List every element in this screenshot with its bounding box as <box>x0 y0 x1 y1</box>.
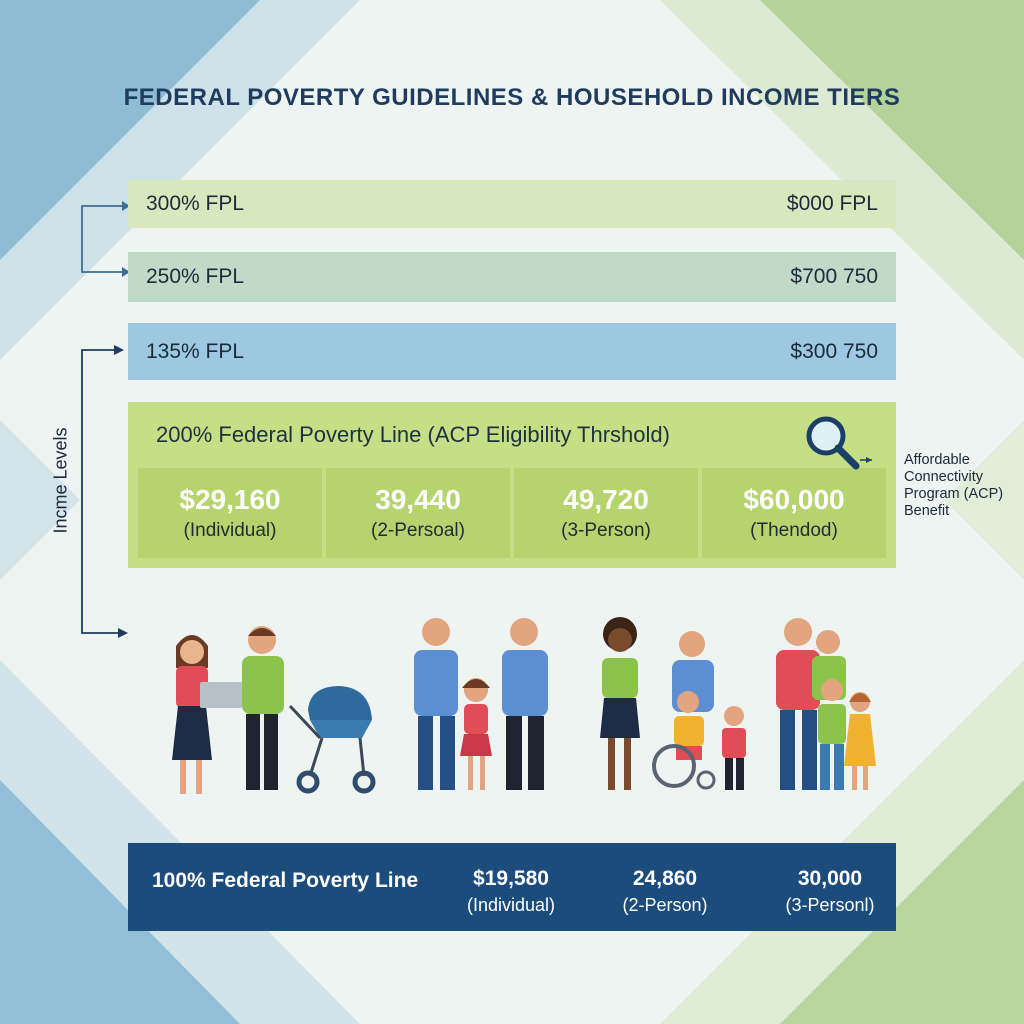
acp-amount: $60,000 <box>743 484 845 515</box>
tier-135-fpl: 135% FPL $300 750 <box>128 323 896 380</box>
fpl-100-cell-individual: $19,580 (Individual) <box>446 867 576 916</box>
families-illustration <box>172 617 876 794</box>
acp-amount: $29,160 <box>179 484 281 515</box>
fpl-100-amount: 30,000 <box>797 867 863 890</box>
fpl-100-cell-2-person: 24,860 (2-Person) <box>600 867 730 916</box>
fpl-100-household-label: (Individual) <box>466 895 556 915</box>
acp-amount: 39,440 <box>375 484 461 515</box>
acp-household-label: (Thendod) <box>750 520 838 541</box>
boy-in-wheelchair <box>652 691 716 790</box>
tier-300-fpl: 300% FPL $000 FPL <box>128 180 896 228</box>
tier-value: $700 750 <box>790 265 878 288</box>
magnifier-icon <box>806 416 872 470</box>
man-in-blue <box>502 618 548 790</box>
income-levels-label: Incme Levels <box>50 427 71 534</box>
woman-with-laptop <box>172 635 242 794</box>
acp-threshold-panel: 200% Federal Poverty Line (ACP Eligibili… <box>128 402 896 568</box>
tier-value: $000 FPL <box>786 192 878 215</box>
girl-in-red <box>460 678 492 790</box>
acp-cell-2-person: 39,440 (2-Persoal) <box>326 468 510 558</box>
fpl-100-amount: $19,580 <box>473 867 549 890</box>
small-boy <box>722 706 746 790</box>
tier-value: $300 750 <box>790 339 878 363</box>
acp-cells: $29,160 (Individual) 39,440 (2-Persoal) … <box>138 468 886 558</box>
boy-in-green <box>818 679 846 790</box>
acp-cell-individual: $29,160 (Individual) <box>138 468 322 558</box>
fpl-100-household-label: (2-Person) <box>622 895 708 915</box>
acp-amount: 49,720 <box>563 484 649 515</box>
acp-household-label: (2-Persoal) <box>371 520 465 541</box>
acp-benefit-note: Affordable Connectivity Program (ACP) Be… <box>904 452 1004 519</box>
tier-label: 250% FPL <box>146 265 245 288</box>
acp-cell-threshold: $60,000 (Thendod) <box>702 468 886 558</box>
fpl-100-amount: 24,860 <box>632 867 698 890</box>
tier-250-fpl: 250% FPL $700 750 <box>128 252 896 302</box>
fpl-100-panel: 100% Federal Poverty Line $19,580 (Indiv… <box>128 843 896 931</box>
fpl-100-cell-3-person: 30,000 (3-Personl) <box>762 867 898 916</box>
tier-label: 135% FPL <box>146 339 245 363</box>
fpl-100-household-label: (3-Personl) <box>785 895 875 915</box>
acp-household-label: (Individual) <box>183 520 277 541</box>
fpl-100-title: 100% Federal Poverty Line <box>152 869 419 892</box>
acp-title: 200% Federal Poverty Line (ACP Eligibili… <box>156 422 670 447</box>
tier-label: 300% FPL <box>146 192 245 215</box>
woman-in-green <box>600 617 640 790</box>
father-in-blue <box>414 618 458 790</box>
page-title: FEDERAL POVERTY GUIDELINES & HOUSEHOLD I… <box>123 84 901 111</box>
stroller <box>288 686 376 794</box>
acp-cell-3-person: 49,720 (3-Person) <box>514 468 698 558</box>
acp-household-label: (3-Person) <box>561 520 651 541</box>
man-in-green <box>242 626 284 790</box>
father-in-red <box>776 618 820 790</box>
girl-in-yellow <box>844 692 876 790</box>
